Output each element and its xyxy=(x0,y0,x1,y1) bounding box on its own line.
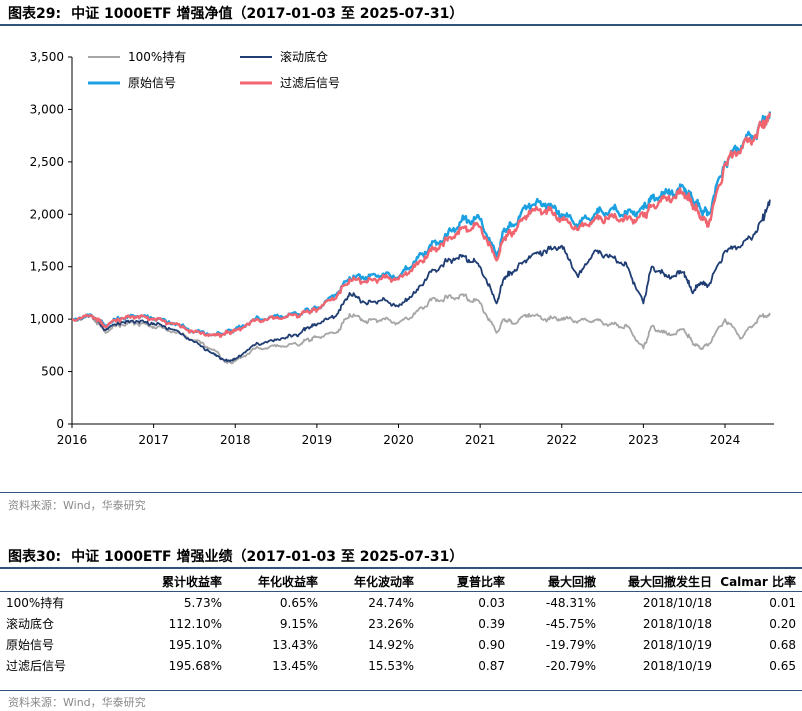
cell-sharpe: 0.87 xyxy=(478,658,505,673)
x-tick-label: 2022 xyxy=(546,433,577,447)
legend-label: 原始信号 xyxy=(128,76,176,90)
legend-label: 过滤后信号 xyxy=(280,76,340,90)
cell-ann-return: 13.43% xyxy=(272,637,318,652)
cell-cum-return: 112.10% xyxy=(168,616,222,631)
cell-ann-return: 13.45% xyxy=(272,658,318,673)
cell-sharpe: 0.90 xyxy=(478,637,505,652)
performance-table: 累计收益率 年化收益率 年化波动率 夏普比率 最大回撤 最大回撤发生日 Calm… xyxy=(0,571,802,676)
x-tick-label: 2020 xyxy=(383,433,414,447)
cell-ann-return: 9.15% xyxy=(279,616,318,631)
cell-sharpe: 0.39 xyxy=(478,616,505,631)
x-tick-label: 2018 xyxy=(220,433,251,447)
table-header-calmar: Calmar 比率 xyxy=(718,571,802,592)
cell-mdd-date: 2018/10/19 xyxy=(642,658,712,673)
cell-sharpe: 0.03 xyxy=(478,595,505,610)
cell-ann-vol: 15.53% xyxy=(368,658,414,673)
y-tick-label: 2,000 xyxy=(30,207,64,221)
figure29-title: 图表29: 中证 1000ETF 增强净值（2017-01-03 至 2025-0… xyxy=(8,3,463,23)
cell-mdd-date: 2018/10/18 xyxy=(642,595,712,610)
chart-series xyxy=(71,111,772,365)
legend-label: 滚动底仓 xyxy=(280,49,328,64)
figure29-title-rule xyxy=(0,24,802,26)
legend-label: 100%持有 xyxy=(128,49,186,64)
table-row: 滚动底仓 112.10% 9.15% 23.26% 0.39 -45.75% 2… xyxy=(0,613,802,634)
table-header-mdd: 最大回撤 xyxy=(511,571,602,592)
y-tick-label: 1,500 xyxy=(30,260,64,274)
cell-calmar: 0.20 xyxy=(769,616,796,631)
cell-cum-return: 195.10% xyxy=(168,637,222,652)
table-header-ann-vol: 年化波动率 xyxy=(324,571,420,592)
y-tick-label: 0 xyxy=(56,417,64,431)
figure30-title-rule xyxy=(0,567,802,569)
cell-ann-vol: 23.26% xyxy=(368,616,414,631)
cell-calmar: 0.65 xyxy=(769,658,796,673)
row-name: 滚动底仓 xyxy=(6,617,55,631)
figure29-label: 图表29: xyxy=(8,6,62,22)
cell-mdd: -45.75% xyxy=(545,616,596,631)
cell-mdd-date: 2018/10/19 xyxy=(642,637,712,652)
series-line-2 xyxy=(71,111,772,337)
cell-ann-return: 0.65% xyxy=(279,595,318,610)
figure30-label: 图表30: xyxy=(8,549,62,565)
y-tick-label: 3,000 xyxy=(30,102,64,116)
x-tick-label: 2023 xyxy=(628,433,659,447)
table-header-sharpe: 夏普比率 xyxy=(420,571,511,592)
figure29-source: 资料来源：Wind，华泰研究 xyxy=(8,499,146,512)
series-line-3 xyxy=(71,112,772,338)
figure30-title: 图表30: 中证 1000ETF 增强业绩（2017-01-03 至 2025-0… xyxy=(8,546,463,566)
y-tick-label: 1,000 xyxy=(30,312,64,326)
series-line-0 xyxy=(72,293,771,365)
figure30-title-text: 中证 1000ETF 增强业绩（2017-01-03 至 2025-07-31） xyxy=(71,549,464,565)
cell-cum-return: 5.73% xyxy=(183,595,222,610)
table-header-blank xyxy=(0,571,132,592)
y-tick-label: 500 xyxy=(41,365,64,379)
table-header-row: 累计收益率 年化收益率 年化波动率 夏普比率 最大回撤 最大回撤发生日 Calm… xyxy=(0,571,802,592)
row-name: 100%持有 xyxy=(6,596,65,610)
chart-axes: 0 500 1,000 1,500 2,000 2,500 3,000 3,500 2016 20… xyxy=(30,50,774,447)
cell-mdd-date: 2018/10/18 xyxy=(642,616,712,631)
x-tick-label: 2019 xyxy=(302,433,333,447)
figure30-source: 资料来源：Wind，华泰研究 xyxy=(8,696,146,709)
figure29-title-text: 中证 1000ETF 增强净值（2017-01-03 至 2025-07-31） xyxy=(71,6,464,22)
cell-mdd: -20.79% xyxy=(545,658,596,673)
cell-cum-return: 195.68% xyxy=(168,658,222,673)
cell-calmar: 0.01 xyxy=(769,595,796,610)
table-row: 原始信号 195.10% 13.43% 14.92% 0.90 -19.79% … xyxy=(0,634,802,655)
y-tick-label: 3,500 xyxy=(30,50,64,64)
series-line-1 xyxy=(71,199,771,363)
row-name: 过滤后信号 xyxy=(6,659,67,673)
row-name: 原始信号 xyxy=(6,638,55,652)
figure29-bottom-rule xyxy=(0,492,802,493)
x-tick-label: 2024 xyxy=(710,433,741,447)
cell-ann-vol: 14.92% xyxy=(368,637,414,652)
table-row: 过滤后信号 195.68% 13.45% 15.53% 0.87 -20.79%… xyxy=(0,655,802,676)
y-tick-label: 2,500 xyxy=(30,155,64,169)
cell-mdd: -48.31% xyxy=(545,595,596,610)
x-tick-label: 2017 xyxy=(138,433,169,447)
cell-ann-vol: 24.74% xyxy=(368,595,414,610)
table-header-cum-return: 累计收益率 xyxy=(132,571,228,592)
cell-mdd: -19.79% xyxy=(545,637,596,652)
table-header-ann-return: 年化收益率 xyxy=(228,571,324,592)
table-header-mdd-date: 最大回撤发生日 xyxy=(602,571,718,592)
table-row: 100%持有 5.73% 0.65% 24.74% 0.03 -48.31% 2… xyxy=(0,592,802,614)
cell-calmar: 0.68 xyxy=(769,637,796,652)
x-tick-label: 2016 xyxy=(57,433,88,447)
figure30-bottom-rule xyxy=(0,690,802,691)
nav-line-chart: 0 500 1,000 1,500 2,000 2,500 3,000 3,500 2016 20… xyxy=(30,49,774,447)
x-tick-label: 2021 xyxy=(465,433,496,447)
